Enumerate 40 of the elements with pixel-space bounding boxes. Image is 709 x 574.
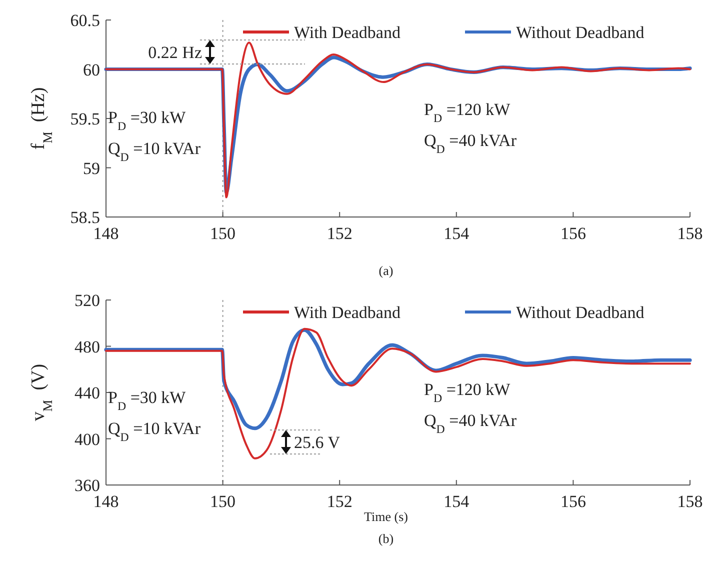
legend-label: With Deadband	[294, 303, 401, 322]
annotation: P$_{D}$ =120 kW	[424, 380, 512, 405]
x-tick-label: 152	[326, 492, 352, 511]
text: (b)	[378, 531, 394, 546]
text: (a)	[378, 263, 394, 278]
x-axis-title: Time (s)	[364, 509, 408, 524]
y-tick-label: 58.5	[70, 208, 100, 227]
y-tick-label: 59	[83, 158, 100, 178]
line-series	[105, 328, 691, 460]
x-tick-label: 156	[560, 224, 586, 243]
x-tick-label: 156	[560, 492, 586, 511]
y-tick-label: 440	[74, 384, 100, 402]
y-tick-label: 59.5	[70, 110, 100, 128]
annotation: 25.6 V	[294, 433, 341, 452]
annotation: P$_{D}$ =30 kW	[108, 388, 187, 413]
legend-label: Without Deadband	[516, 303, 645, 322]
annotation: Q$_{D}$ =40 kVAr	[424, 131, 517, 156]
annotation: Q$_{D}$ =40 kVAr	[424, 411, 517, 436]
x-tick-label: 158	[677, 492, 703, 511]
x-tick-label: 154	[444, 492, 470, 511]
y-tick-label: 360	[74, 476, 100, 495]
x-tick-label: 152	[326, 224, 352, 243]
x-tick-label: 158	[677, 224, 703, 243]
annotation: 0.22 Hz	[148, 43, 202, 62]
annotation: Q$_{D}$ =10 kVAr	[108, 419, 201, 444]
x-tick-label: 148	[93, 492, 119, 511]
annotation: P$_{D}$ =120 kW	[424, 100, 512, 125]
annotation: Q$_{D}$ =10 kVAr	[108, 139, 201, 164]
legend-label: With Deadband	[294, 23, 401, 42]
y-tick-label: 400	[74, 430, 100, 449]
y-tick-label: 60	[83, 60, 100, 80]
y-tick-label: 480	[74, 337, 100, 356]
annotation: P$_{D}$ =30 kW	[108, 108, 187, 133]
x-tick-label: 154	[444, 224, 470, 243]
legend-label: Without Deadband	[516, 23, 645, 42]
y-tick-label: 520	[74, 291, 100, 310]
y-tick-label: 60.5	[70, 11, 100, 30]
x-tick-label: 150	[210, 224, 236, 243]
x-tick-label: 150	[210, 492, 236, 511]
x-tick-label: 148	[93, 224, 119, 243]
